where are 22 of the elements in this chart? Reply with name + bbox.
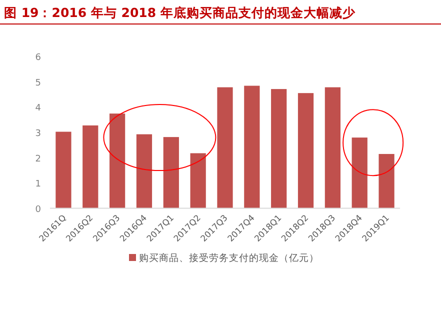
y-tick-label: 1 <box>35 180 41 190</box>
y-tick-label: 3 <box>35 129 41 139</box>
bar <box>82 125 98 208</box>
chart-title: 图 19：2016 年与 2018 年底购买商品支付的现金大幅减少 <box>4 5 356 20</box>
bar <box>136 134 152 208</box>
bar <box>56 132 72 208</box>
y-tick-label: 4 <box>35 104 42 114</box>
bar <box>298 93 314 208</box>
bar <box>324 87 340 208</box>
bar <box>217 87 233 208</box>
y-tick-label: 2 <box>35 154 41 164</box>
legend-label: 购买商品、接受劳务支付的现金（亿元） <box>139 252 319 264</box>
bar <box>352 138 368 208</box>
y-tick-label: 6 <box>35 53 42 64</box>
y-tick-label: 0 <box>35 204 42 215</box>
bar <box>163 137 179 208</box>
y-tick-label: 5 <box>35 78 41 88</box>
bar <box>271 89 287 208</box>
bar <box>190 153 206 208</box>
bar <box>110 114 126 208</box>
bar <box>378 154 394 208</box>
bar <box>244 86 260 208</box>
